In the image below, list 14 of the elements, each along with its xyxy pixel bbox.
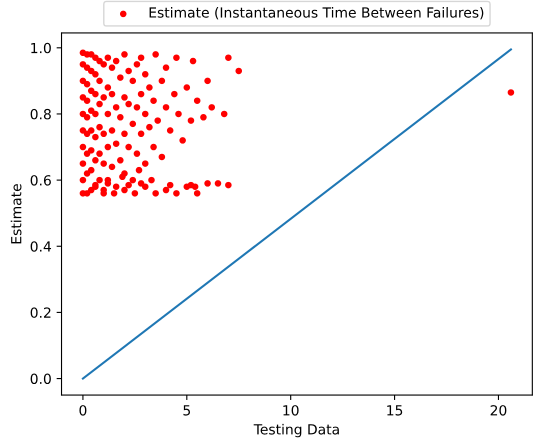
x-axis-title: Testing Data	[254, 424, 339, 438]
y-tick-label: 0.0	[30, 374, 51, 384]
x-tick-label: 15	[387, 405, 402, 416]
y-axis-title: Estimate	[10, 184, 22, 244]
y-tick-label: 0.6	[30, 175, 51, 186]
legend-label: Estimate (Instantaneous Time Between Failures)	[150, 6, 484, 20]
x-tick-label: 5	[183, 405, 190, 416]
y-tick-label: 0.8	[30, 108, 51, 120]
x-tick-label: 0	[79, 405, 86, 416]
y-tick-label: 0.4	[30, 241, 52, 252]
y-tick-label: 0.2	[30, 307, 50, 318]
y-tick-label: 1.0	[31, 42, 51, 54]
x-tick-label: 20	[490, 405, 506, 416]
x-tick-label: 10	[283, 405, 299, 416]
